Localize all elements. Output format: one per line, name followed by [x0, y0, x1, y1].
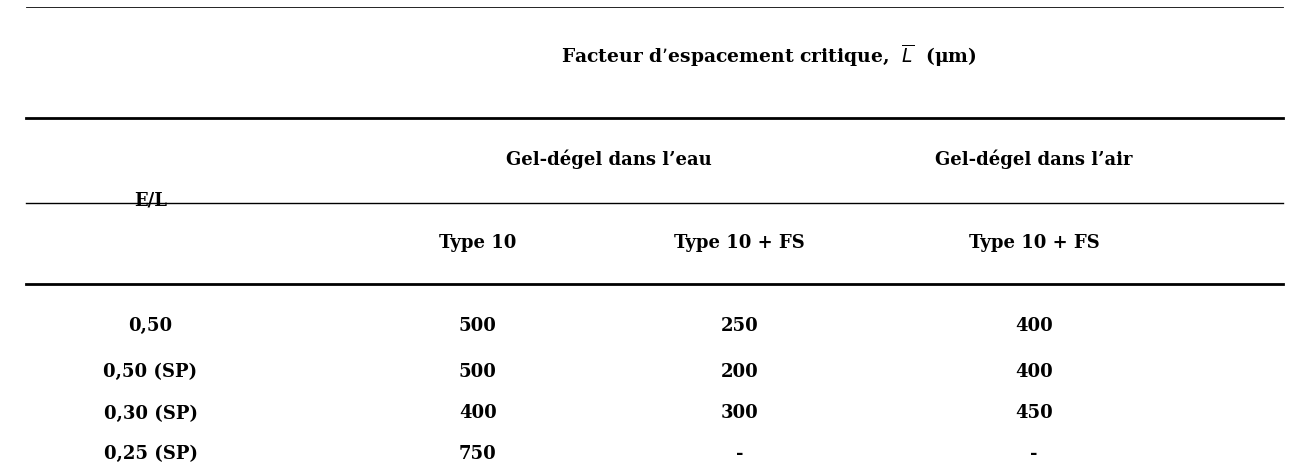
Text: Gel-dégel dans l’air: Gel-dégel dans l’air: [936, 150, 1132, 169]
Text: 500: 500: [459, 317, 496, 334]
Text: 200: 200: [721, 363, 758, 381]
Text: 450: 450: [1016, 405, 1052, 422]
Text: Gel-dégel dans l’eau: Gel-dégel dans l’eau: [505, 150, 712, 169]
Text: Type 10 + FS: Type 10 + FS: [674, 234, 805, 251]
Text: 400: 400: [459, 405, 496, 422]
Text: E/L: E/L: [134, 192, 168, 210]
Text: 0,25 (SP): 0,25 (SP): [103, 445, 198, 462]
Text: 0,50: 0,50: [128, 317, 173, 334]
Text: Facteur d’espacement critique,  $\overline{L}$  (μm): Facteur d’espacement critique, $\overlin…: [562, 42, 977, 69]
Text: -: -: [736, 445, 744, 462]
Text: 400: 400: [1016, 363, 1052, 381]
Text: Type 10 + FS: Type 10 + FS: [969, 234, 1100, 251]
Text: 0,50 (SP): 0,50 (SP): [103, 363, 198, 381]
Text: 500: 500: [459, 363, 496, 381]
Text: 400: 400: [1016, 317, 1052, 334]
Text: -: -: [1030, 445, 1038, 462]
Text: 250: 250: [721, 317, 758, 334]
Text: 300: 300: [721, 405, 758, 422]
Text: Type 10: Type 10: [439, 234, 517, 251]
Text: 0,30 (SP): 0,30 (SP): [103, 405, 198, 422]
Text: 750: 750: [459, 445, 496, 462]
